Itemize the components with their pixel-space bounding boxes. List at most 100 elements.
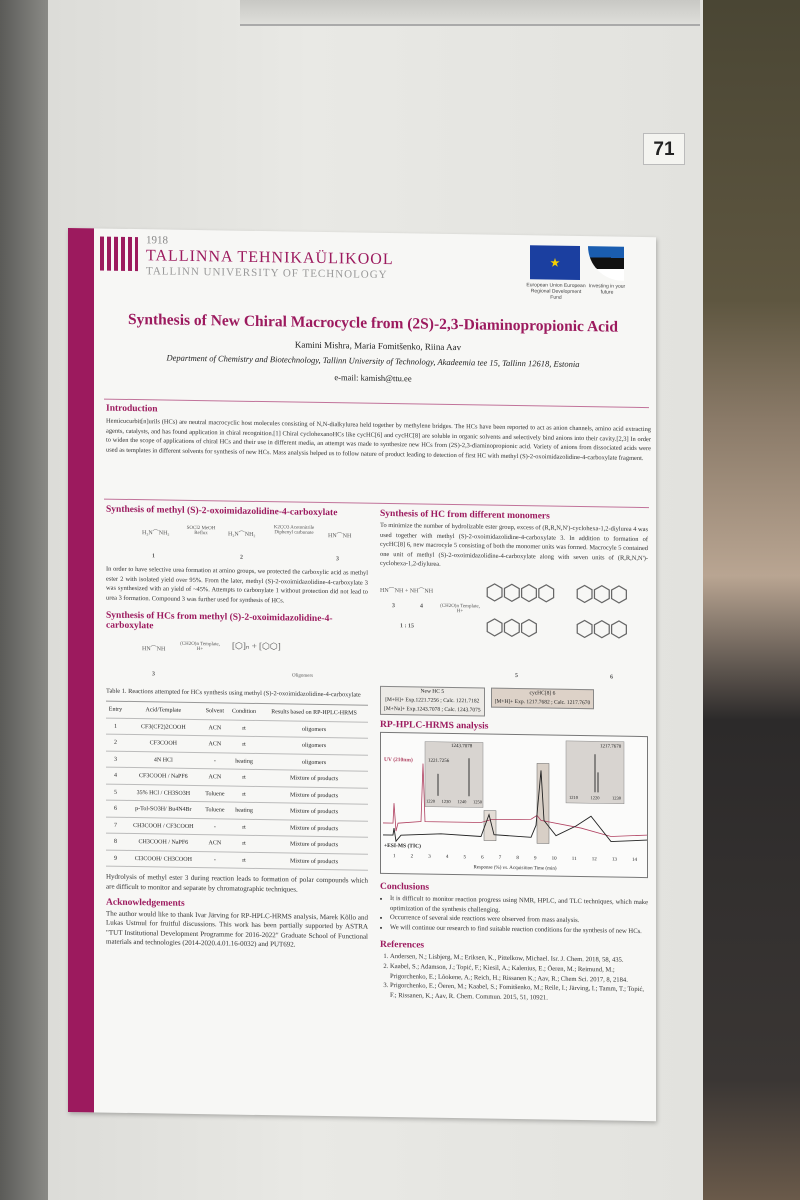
compound-label: 2 [240,554,243,561]
table-cell: 3 [106,751,125,768]
university-name-en: TALLINN UNIVERSITY OF TECHNOLOGY [146,265,388,282]
table-cell: 2 [106,734,125,752]
uv-trace [383,763,648,837]
column-header: Solvent [201,703,228,720]
table-cell: Mixture of products [260,852,368,871]
peak-label: 1221.7256 [428,758,450,764]
poster-title: Synthesis of New Chiral Macrocycle from … [128,310,618,336]
table-cell: 4 [106,767,125,785]
x-tick-label: 3 [428,854,431,860]
compound-label: 3 [336,556,339,563]
table-cell: Toluene [201,785,228,803]
table-cell: 6 [106,800,125,818]
table-cell: 8 [106,833,125,851]
x-tick-label: 5 [463,855,467,861]
compound-label: 5 [515,672,518,680]
table-cell: ACN [201,736,228,753]
table-cell: 4N HCl [124,751,202,770]
compound-label: 3 [152,671,155,678]
section3-text: To minimize the number of hydrolizable e… [380,521,648,569]
ms-trace [383,770,648,843]
reaction-scheme-3: HN⌒NH + NH⌒NH (CH2O)n Template, H+ ⬡⬡⬡⬡ … [380,579,627,681]
x-tick-label: 4 [445,854,449,860]
department: Department of Chemistry and Biotechnolog… [166,352,580,370]
column-header: Acid/Template [124,701,202,720]
accent-stripe [68,228,94,1113]
table-cell: p-Tol-SO3H/ Bu4N4Br [124,800,202,819]
ee-caption: Investing in your future [588,283,626,296]
table-cell: Mixture of products [260,835,368,855]
intro-text: Hemicucurbit[n]urils (HCs) are neutral m… [106,417,651,462]
table-cell: rt [227,736,261,754]
board-rail [240,0,700,26]
x-tick-label: 10 [551,856,557,862]
table-cell: heating [227,752,261,770]
column-header: Condition [227,703,261,721]
table-cell: CF3(CF2)2COOH [124,718,202,737]
inset-tick-label: 1230 [612,795,621,801]
table-cell: Cl3COOH/ CH3COOH [124,850,202,869]
x-tick-label: 6 [481,855,484,861]
table-cell: - [201,818,228,836]
table-cell: - [201,752,228,770]
table-cell: Mixture of products [260,786,368,805]
inset-tick-label: 1220 [590,795,600,801]
wall-left [0,0,48,1200]
table-cell: - [201,851,228,869]
compound-label: 6 [610,674,613,681]
inset-tick-label: 1230 [441,798,451,804]
table-cell: 1 [106,718,125,735]
x-tick-label: 9 [534,856,537,862]
table-cell: 5 [106,784,125,801]
column-header: Results based on RP-HPLC-HRMS [260,703,368,723]
x-tick-label: 2 [410,854,414,860]
x-tick-label: 1 [393,854,396,860]
table-cell: rt [227,835,261,853]
table-caption: Table 1. Reactions attempted for HCs syn… [106,687,361,699]
reaction-scheme-1: H₂N⌒NH₂ SOCl2 MeOH Reflux H₂N⌒NH₂ K2CO3 … [142,525,352,563]
board-number-tag: 71 [643,133,685,165]
uv-label: UV (210nm) [384,756,413,764]
table-cell: CF3COOH [124,734,202,753]
section1-text: In order to have selective urea formatio… [106,565,368,605]
table-cell: ACN [201,835,228,852]
reference-item: Prigorchenko, E.; Öeren, M.; Kaabel, S.;… [390,981,648,1004]
right-column: Synthesis of HC from different monomers … [380,504,648,1005]
table-cell: 7 [106,817,125,834]
peak-label: 1217.7670 [600,744,622,750]
highlight-box [483,810,497,841]
table-cell: ACN [201,769,228,786]
eu-caption: European Union European Regional Develop… [526,282,586,301]
mass-boxes: New HC 5 [M+H]+ Exp.1221.7256 ; Calc. 12… [380,685,648,719]
table-cell: CH3COOH / CF3COOH [124,817,202,836]
x-tick-label: 8 [516,856,519,862]
estonian-flag-icon [588,246,624,281]
reagents: (CH2O)n Template, H+ [180,642,220,653]
reagents: K2CO3 Acetonitrile Diphenyl carbonate [273,525,315,536]
table-cell: oligomers [260,720,368,739]
table-cell: rt [227,818,261,836]
table-cell: rt [227,851,261,869]
product-label: Oligomers [292,673,314,680]
inset2-ticks: 1210 1220 1230 [569,795,621,801]
background-room [703,0,800,1200]
inset-tick-label: 1210 [569,794,578,800]
poster: 1918 TALLINNA TEHNIKAÜLIKOOL TALLINN UNI… [68,228,656,1122]
inset1-ticks: 1220 1230 1240 1250 [426,799,482,805]
inset-tick-label: 1220 [426,798,435,804]
table-cell: oligomers [260,753,368,772]
new-hc-mass-box: New HC 5 [M+H]+ Exp.1221.7256 ; Calc. 12… [380,685,485,717]
box-line: [M+H]+ Exp. 1217.7682 ; Calc. 1217.7670 [494,698,591,707]
peak-label: 1243.7078 [451,743,473,750]
x-tick-label: 13 [611,857,617,863]
box-line: [M+Na]+ Exp.1243.7078 ; Calc. 1243.7075 [384,705,481,714]
logo-year: 1918 [146,234,168,247]
eu-flag-icon: ★ [530,245,580,281]
hydrolysis-text: Hydrolysis of methyl ester 3 during reac… [106,873,368,894]
table-cell: heating [227,802,261,820]
table-cell: oligomers [260,736,368,756]
references-list: Andersen, N.; Lisbjerg, M.; Eriksen, K.,… [380,952,648,1004]
table-cell: CH3COOH / NaPF6 [124,833,202,852]
divider [104,398,649,409]
compound-label: 4 [420,603,423,610]
